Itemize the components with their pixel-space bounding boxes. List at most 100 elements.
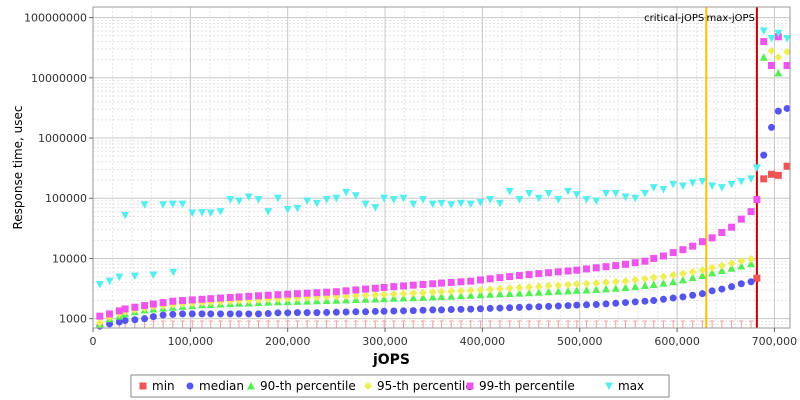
point-90-th-percentile	[534, 288, 543, 296]
point-max	[759, 27, 768, 35]
point-median	[429, 306, 437, 314]
point-99-th-percentile	[284, 290, 292, 298]
legend-marker	[186, 382, 194, 390]
point-99-th-percentile	[400, 282, 408, 290]
point-90-th-percentile	[399, 294, 408, 302]
point-median	[718, 285, 726, 293]
point-90-th-percentile	[456, 291, 465, 300]
point-max	[380, 194, 389, 203]
x-tick-label: 200,000	[265, 335, 311, 348]
point-90-th-percentile	[649, 280, 658, 288]
point-median	[545, 302, 553, 310]
legend-marker	[139, 382, 147, 390]
series-99-th-percentile	[96, 33, 791, 320]
point-99-th-percentile	[641, 257, 649, 265]
point-median	[689, 291, 697, 299]
point-max	[678, 182, 687, 190]
point-99-th-percentile	[313, 289, 321, 297]
point-99-th-percentile	[380, 283, 388, 291]
point-90-th-percentile	[631, 282, 640, 291]
point-95-th-percentile	[564, 280, 573, 289]
point-95-th-percentile	[437, 287, 446, 296]
point-99-th-percentile	[592, 264, 600, 272]
point-max	[235, 197, 244, 206]
point-99-th-percentile	[217, 294, 225, 302]
point-90-th-percentile	[437, 292, 446, 301]
point-max	[437, 199, 446, 208]
point-median	[467, 305, 475, 313]
point-median	[525, 303, 533, 311]
point-99-th-percentile	[419, 280, 427, 288]
point-min	[760, 175, 768, 183]
point-median	[486, 304, 494, 312]
point-max	[515, 196, 524, 204]
point-95-th-percentile	[351, 291, 360, 300]
point-median	[313, 309, 321, 317]
point-min	[753, 274, 761, 282]
y-tick-label: 100000	[45, 192, 87, 205]
point-median	[217, 310, 225, 318]
legend-label: max	[618, 379, 644, 393]
point-median	[115, 318, 123, 326]
point-median	[342, 308, 350, 316]
point-max	[476, 198, 485, 207]
point-90-th-percentile	[409, 293, 418, 302]
x-tick-label: 0	[90, 335, 97, 348]
point-95-th-percentile	[380, 290, 389, 299]
point-99-th-percentile	[342, 287, 350, 295]
point-max	[361, 200, 370, 209]
x-axis-ticks: 0 100,000 200,000 300,000 400,000 500,000 600,…	[90, 328, 797, 348]
point-95-th-percentile	[631, 275, 640, 284]
point-95-th-percentile	[783, 47, 792, 56]
series-median	[96, 104, 791, 330]
point-99-th-percentile	[226, 293, 234, 301]
point-95-th-percentile	[419, 288, 428, 297]
point-99-th-percentile	[650, 254, 658, 262]
point-99-th-percentile	[207, 295, 215, 303]
point-99-th-percentile	[718, 228, 726, 236]
point-90-th-percentile	[774, 69, 783, 77]
point-99-th-percentile	[535, 270, 543, 278]
x-tick-label: 400,000	[460, 335, 506, 348]
point-95-th-percentile	[466, 286, 475, 295]
point-99-th-percentile	[447, 278, 455, 286]
point-95-th-percentile	[621, 277, 630, 286]
point-max	[640, 189, 649, 198]
point-95-th-percentile	[554, 281, 563, 290]
point-95-th-percentile	[486, 285, 495, 294]
point-95-th-percentile	[649, 273, 658, 282]
point-95-th-percentile	[389, 290, 398, 299]
point-median	[235, 310, 243, 318]
point-99-th-percentile	[274, 291, 282, 299]
point-99-th-percentile	[264, 291, 272, 299]
point-median	[496, 304, 504, 312]
point-99-th-percentile	[235, 293, 243, 301]
point-median	[226, 310, 234, 318]
point-median	[293, 309, 301, 317]
legend-marker	[605, 382, 613, 390]
point-95-th-percentile	[476, 285, 485, 294]
point-median	[506, 304, 514, 312]
point-median	[659, 295, 667, 303]
point-90-th-percentile	[669, 277, 678, 286]
legend-marker	[364, 382, 372, 390]
point-max	[495, 199, 504, 208]
point-99-th-percentile	[768, 62, 776, 70]
point-median	[573, 301, 581, 309]
point-90-th-percentile	[717, 266, 726, 275]
point-median	[583, 301, 591, 309]
point-95-th-percentile	[747, 254, 756, 263]
point-median	[303, 309, 311, 317]
point-median	[284, 309, 292, 317]
point-95-th-percentile	[688, 267, 697, 276]
point-90-th-percentile	[495, 289, 504, 298]
legend-label: median	[199, 379, 244, 393]
point-median	[380, 307, 388, 315]
point-99-th-percentile	[708, 234, 716, 242]
point-99-th-percentile	[669, 249, 677, 257]
point-median	[476, 305, 484, 313]
legend: min median 90-th percentile 95-th percentil…	[130, 374, 670, 398]
point-median	[602, 300, 610, 308]
point-90-th-percentile	[659, 279, 668, 287]
point-max	[121, 211, 130, 220]
